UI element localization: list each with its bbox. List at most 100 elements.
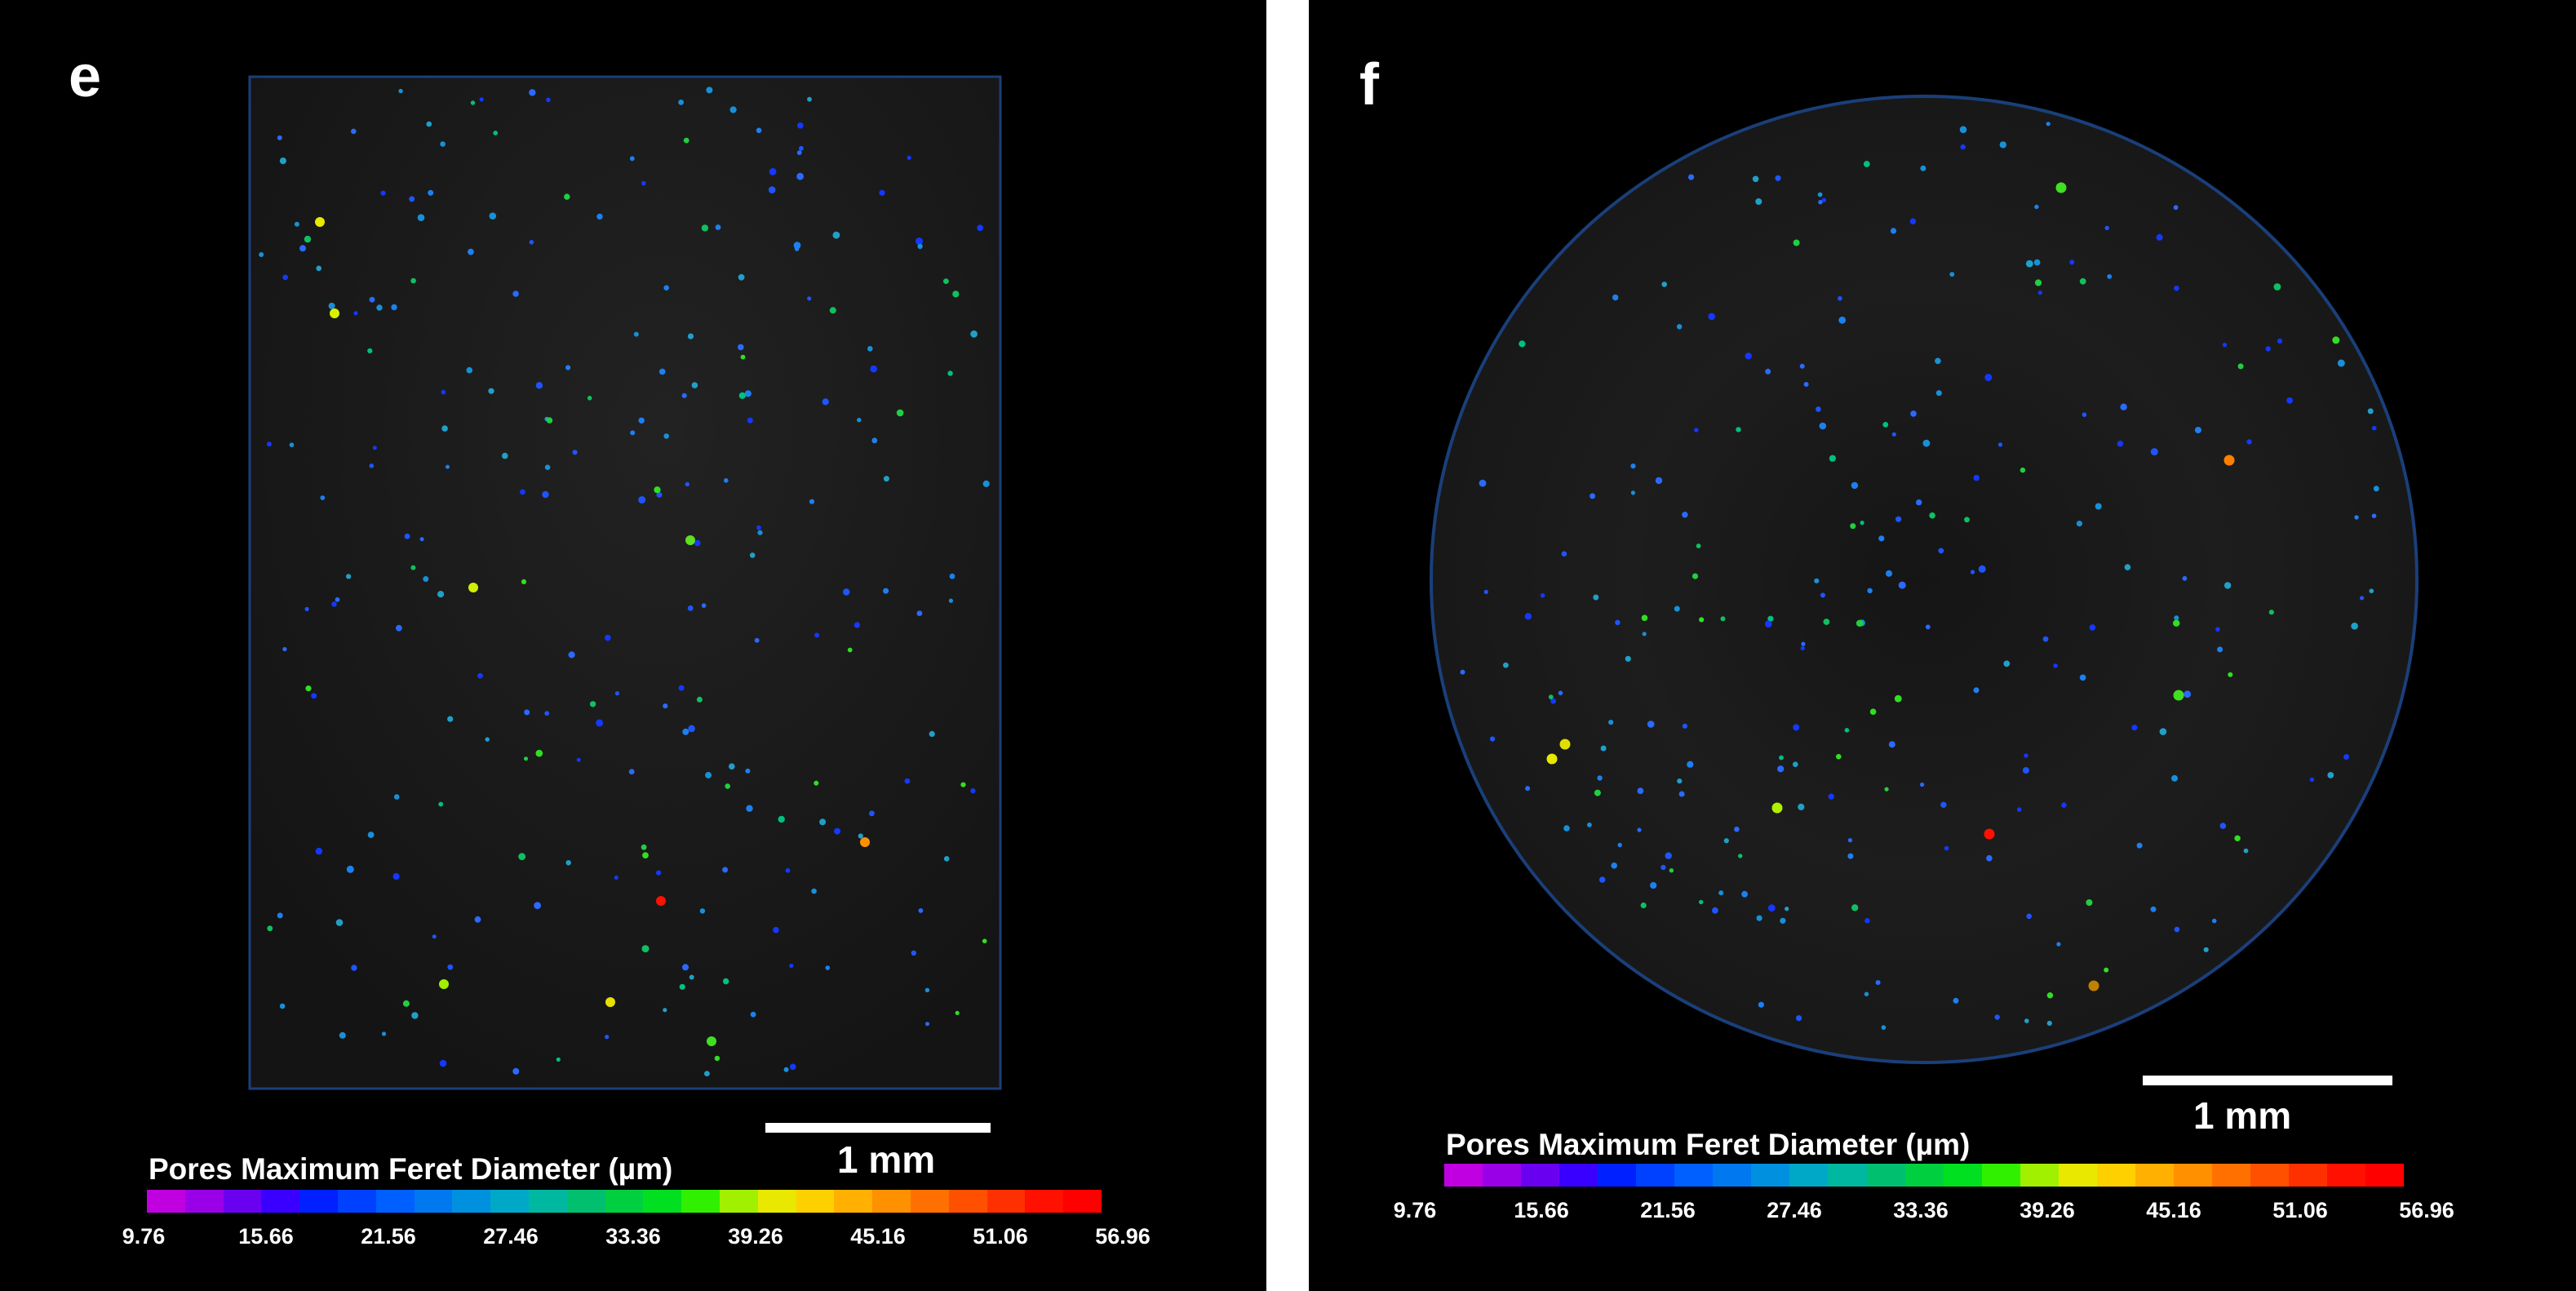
- colorbar-tick-label: 15.66: [1514, 1198, 1569, 1222]
- pore-dot: [1738, 854, 1743, 858]
- pore-dot: [705, 771, 712, 779]
- pore-dot: [1878, 535, 1885, 542]
- pore-dot: [832, 231, 840, 239]
- pore-dot: [1920, 782, 1925, 787]
- pore-dot: [970, 330, 978, 338]
- pore-dot: [725, 783, 730, 789]
- colorbar-segment: [1789, 1164, 1829, 1187]
- pore-dot: [2037, 291, 2042, 295]
- pore-dot: [1611, 862, 1617, 869]
- pore-dot: [2194, 427, 2201, 433]
- pore-dot: [706, 87, 713, 94]
- colorbar-e: [147, 1190, 1102, 1213]
- pore-dot: [568, 651, 575, 659]
- pore-dot: [259, 252, 264, 257]
- pore-dot: [2268, 610, 2274, 615]
- pore-dot: [2182, 575, 2188, 581]
- pore-dot: [749, 552, 756, 558]
- pore-dot: [2120, 403, 2127, 410]
- pore-dot: [587, 396, 592, 401]
- pore-dot: [687, 333, 694, 339]
- pore-dot: [426, 121, 432, 127]
- colorbar-segment: [490, 1190, 529, 1213]
- pore-dot: [2354, 515, 2359, 520]
- pore-dot: [411, 1012, 419, 1019]
- pore-dot: [2367, 408, 2374, 415]
- pore-dot: [744, 390, 752, 397]
- pore-dot: [311, 693, 317, 699]
- colorbar-segment: [872, 1190, 911, 1213]
- pore-dot: [2016, 807, 2022, 812]
- pore-dot: [955, 1010, 960, 1015]
- colorbar-ticks-e: 9.76 15.66 21.56 27.46 33.36 39.26 45.16 51.06 5…: [122, 1224, 1151, 1253]
- colorbar-segment: [1063, 1190, 1102, 1213]
- colorbar-segment: [566, 1190, 605, 1213]
- pore-dot: [925, 1022, 929, 1027]
- pore-dot: [1479, 479, 1487, 487]
- pore-dot: [746, 805, 753, 812]
- pore-dot: [1916, 499, 1922, 506]
- pore-dot: [2373, 486, 2379, 492]
- colorbar-tick-label: 21.56: [1640, 1198, 1696, 1222]
- colorbar-segment: [414, 1190, 453, 1213]
- pore-dot: [1593, 594, 1599, 601]
- pore-dot: [2174, 615, 2179, 621]
- pore-dot: [869, 810, 875, 817]
- colorbar-segment: [528, 1190, 567, 1213]
- pore-dot: [1800, 646, 1805, 651]
- pore-dot: [2026, 913, 2032, 920]
- pore-dot: [493, 131, 499, 135]
- pore-dot: [1863, 161, 1870, 167]
- colorbar-segment: [1828, 1164, 1867, 1187]
- pore-dot: [1803, 382, 1809, 387]
- pore-dot: [1894, 694, 1902, 703]
- pore-dot: [2042, 636, 2049, 642]
- pore-dot: [1688, 174, 1695, 180]
- colorbar-tick-label: 39.26: [728, 1224, 783, 1249]
- colorbar-segment: [2327, 1164, 2366, 1187]
- pore-dot: [474, 916, 481, 923]
- pore-dot: [1612, 294, 1619, 301]
- pore-dot: [778, 815, 785, 823]
- pore-dot: [1910, 410, 1917, 417]
- pore-dot: [1765, 368, 1771, 375]
- pore-dot: [2104, 967, 2109, 973]
- pore-dot: [1745, 353, 1752, 360]
- colorbar-f: [1444, 1164, 2405, 1187]
- pore-dot: [376, 304, 383, 311]
- pore-dot: [1767, 904, 1776, 912]
- pore-dot: [757, 530, 763, 535]
- pore-dot: [756, 525, 761, 530]
- pore-dot: [1801, 641, 1806, 646]
- pore-dot: [2107, 274, 2113, 279]
- pore-dot: [1888, 741, 1895, 748]
- pore-dot: [1734, 826, 1740, 832]
- pore-dot: [1642, 632, 1647, 637]
- pore-dot: [2046, 992, 2054, 999]
- pore-dot: [1997, 442, 2003, 447]
- pore-dot: [1994, 1014, 2000, 1020]
- pore-dot: [867, 346, 873, 352]
- colorbar-tick-label: 9.76: [122, 1224, 166, 1249]
- pore-dot: [1785, 907, 1789, 912]
- pore-dot: [372, 446, 377, 450]
- pore-dot: [468, 583, 478, 592]
- colorbar-segment: [184, 1190, 224, 1213]
- colorbar-tick-label: 51.06: [2272, 1198, 2328, 1222]
- pore-dot: [1699, 617, 1705, 623]
- pore-dot: [819, 819, 827, 826]
- pore-dot: [512, 1067, 520, 1075]
- pore-dot: [1712, 907, 1718, 914]
- pore-dot: [904, 778, 911, 784]
- pore-dot: [641, 180, 646, 186]
- colorbar-segment: [223, 1190, 262, 1213]
- pore-dot: [417, 214, 425, 222]
- pore-dot: [1540, 592, 1545, 598]
- pore-dot: [546, 97, 551, 103]
- colorbar-segment: [147, 1190, 185, 1213]
- scale-bar-label-e: 1 mm: [837, 1138, 936, 1181]
- pore-dot: [701, 224, 709, 232]
- pore-dot: [1944, 845, 1949, 851]
- pore-dot: [2217, 646, 2224, 653]
- pore-dot: [1850, 523, 1856, 530]
